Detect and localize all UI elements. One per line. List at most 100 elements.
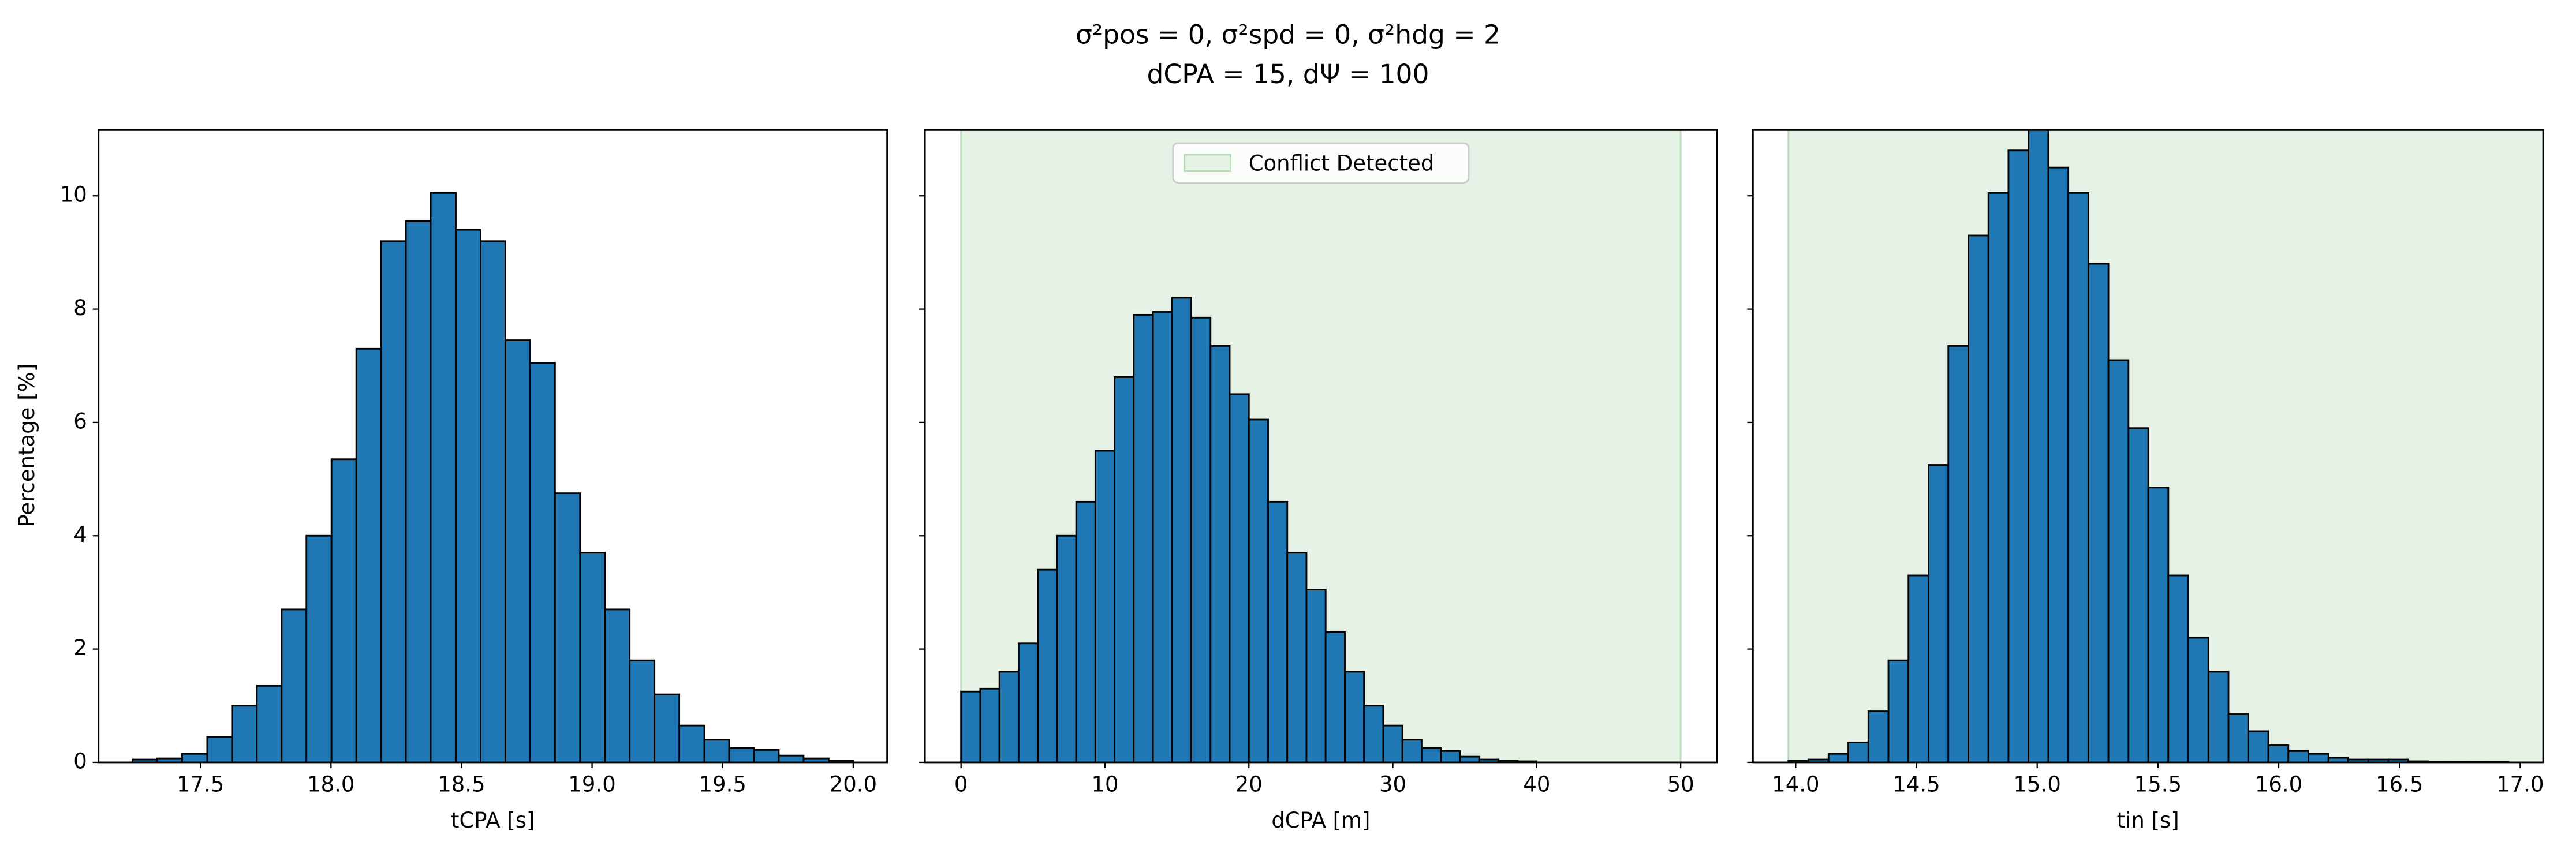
bar xyxy=(1286,552,1308,762)
bar xyxy=(1133,313,1154,762)
x-axis-label: tCPA [s] xyxy=(451,808,535,833)
bar xyxy=(2067,192,2089,762)
bar xyxy=(2087,263,2110,762)
bar xyxy=(529,362,556,762)
bar xyxy=(1827,753,1849,762)
bar xyxy=(330,458,357,762)
x-tick-label: 18.5 xyxy=(438,772,485,796)
bar xyxy=(2028,130,2049,762)
bar xyxy=(1209,345,1231,762)
bar xyxy=(1075,500,1096,762)
bar xyxy=(703,739,730,762)
bar xyxy=(256,684,283,762)
y-tick-label: 8 xyxy=(73,295,87,320)
y-axis-label: Percentage [%] xyxy=(14,364,39,527)
x-tick-label: 18.0 xyxy=(307,772,354,796)
x-tick-label: 19.0 xyxy=(568,772,615,796)
bar xyxy=(1887,659,1910,762)
bar xyxy=(1382,724,1403,762)
x-axis-label: tin [s] xyxy=(2117,808,2179,833)
y-tick-label: 0 xyxy=(73,749,87,773)
y-tick-label: 2 xyxy=(73,635,87,660)
bar xyxy=(1305,589,1327,762)
y-tick-label: 10 xyxy=(60,182,87,207)
x-tick-label: 17.0 xyxy=(2496,772,2544,796)
bar xyxy=(2308,753,2329,762)
bar xyxy=(2247,730,2269,762)
bar xyxy=(753,749,780,762)
legend-label: Conflict Detected xyxy=(1249,151,1435,176)
x-tick-label: 0 xyxy=(954,772,968,796)
bar xyxy=(1401,739,1423,762)
bar xyxy=(504,339,531,762)
bar xyxy=(629,659,656,762)
title-line: dCPA = 15, dΨ = 100 xyxy=(1147,59,1429,89)
bar xyxy=(998,671,1020,762)
bar xyxy=(2207,671,2230,762)
x-tick-label: 16.5 xyxy=(2376,772,2423,796)
plot-area xyxy=(1787,130,2544,762)
bar xyxy=(380,240,407,762)
plot-area xyxy=(132,192,854,762)
bar xyxy=(979,687,1000,762)
bar xyxy=(1171,297,1192,762)
bar xyxy=(1248,418,1269,762)
bar xyxy=(1947,345,1969,762)
bar xyxy=(2167,574,2189,762)
bar xyxy=(1324,631,1346,762)
bar xyxy=(1928,464,1950,762)
bar xyxy=(1190,316,1212,762)
bar xyxy=(728,747,755,762)
bar xyxy=(604,608,631,762)
y-tick-label: 4 xyxy=(73,522,87,547)
bar xyxy=(960,690,981,762)
bar xyxy=(1907,574,1929,762)
bar xyxy=(579,552,606,762)
title-line: σ²pos = 0, σ²spd = 0, σ²hdg = 2 xyxy=(1076,20,1500,50)
bar xyxy=(405,220,432,762)
x-tick-label: 15.0 xyxy=(2014,772,2061,796)
bar xyxy=(1363,705,1384,762)
x-tick-label: 10 xyxy=(1091,772,1118,796)
x-tick-label: 50 xyxy=(1667,772,1694,796)
bar xyxy=(778,754,805,762)
x-tick-label: 40 xyxy=(1523,772,1550,796)
bar xyxy=(1037,568,1058,762)
bar xyxy=(455,229,481,762)
bar xyxy=(281,608,308,762)
bar xyxy=(554,492,581,762)
x-tick-label: 14.5 xyxy=(1892,772,1940,796)
axes-frame xyxy=(98,129,888,764)
bar xyxy=(181,753,208,762)
bar xyxy=(1420,747,1442,762)
bar xyxy=(678,724,705,762)
bar xyxy=(1152,311,1173,762)
bar xyxy=(2147,487,2170,762)
legend-box xyxy=(1172,142,1470,184)
x-tick-label: 14.0 xyxy=(1772,772,1819,796)
axes-frame xyxy=(924,129,1718,764)
bar xyxy=(231,705,258,762)
bar xyxy=(1459,755,1480,762)
x-axis-label: dCPA [m] xyxy=(1271,808,1370,833)
axes-frame xyxy=(1752,129,2544,764)
bar xyxy=(2267,744,2290,762)
x-tick-label: 17.5 xyxy=(177,772,224,796)
bar xyxy=(654,693,681,762)
bar xyxy=(2187,637,2209,762)
bar xyxy=(2047,166,2070,762)
bar xyxy=(2227,713,2249,762)
bar xyxy=(206,736,233,762)
bar xyxy=(355,347,382,762)
bar xyxy=(430,192,457,762)
bar xyxy=(1847,742,1869,762)
bar xyxy=(1056,534,1077,762)
bar xyxy=(1267,500,1289,762)
x-tick-label: 16.0 xyxy=(2255,772,2302,796)
bar xyxy=(827,760,854,762)
x-tick-label: 30 xyxy=(1379,772,1406,796)
bar xyxy=(2007,149,2030,762)
bar xyxy=(1987,192,2010,762)
